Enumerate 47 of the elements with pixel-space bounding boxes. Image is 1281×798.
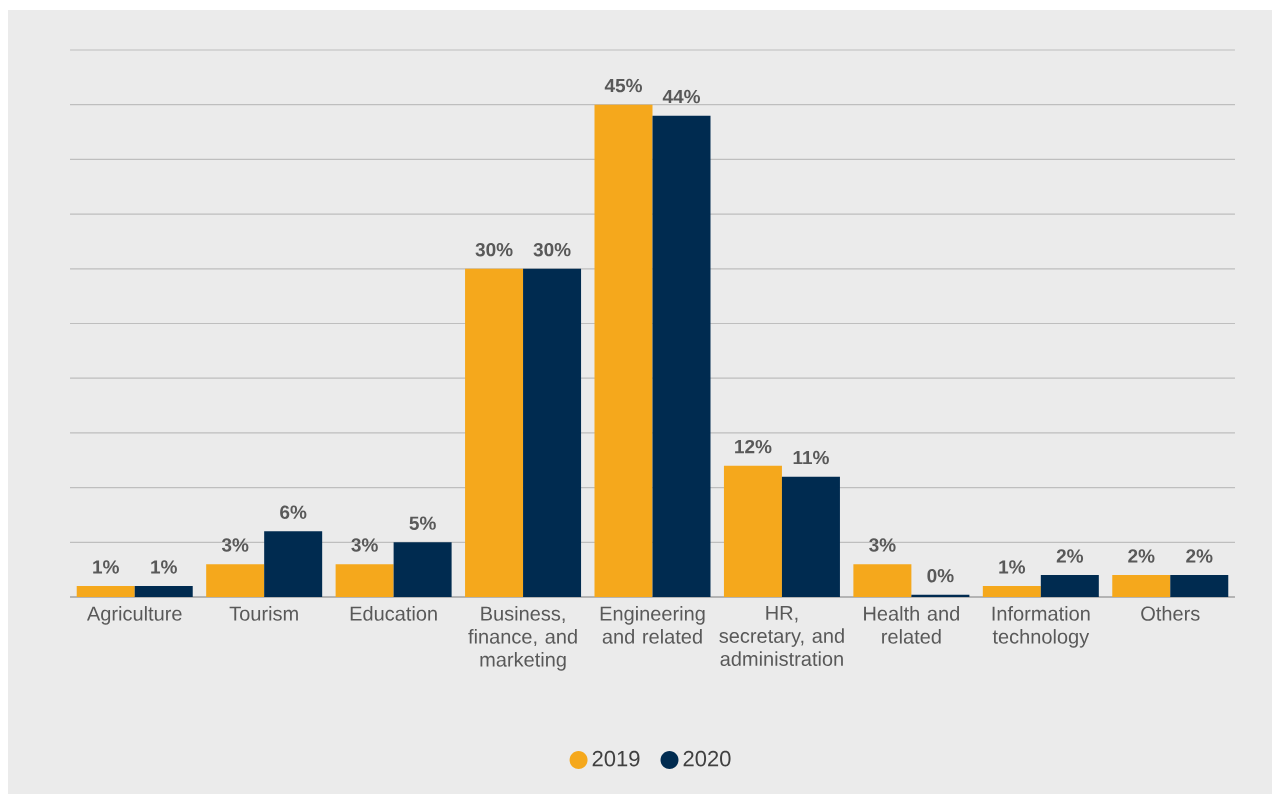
bar <box>134 586 193 597</box>
bar <box>465 268 524 597</box>
x-tick-label: Information technology <box>992 606 1090 648</box>
legend-label: 2019 <box>592 750 640 767</box>
data-label: 11% <box>793 450 829 465</box>
bar <box>1112 575 1171 597</box>
bar <box>652 115 711 597</box>
data-label: 1% <box>151 560 177 574</box>
bar <box>853 564 912 597</box>
data-label: 2% <box>1056 549 1084 563</box>
bar <box>594 104 653 597</box>
x-tick-label: HR, secretary, and administration <box>719 606 844 666</box>
data-label: 30% <box>475 242 513 257</box>
bar <box>982 586 1041 597</box>
x-tick-label: Engineering and related <box>600 606 705 644</box>
bar <box>723 465 782 597</box>
bar <box>393 542 452 597</box>
data-label: 12% <box>735 439 772 454</box>
data-label: 0% <box>927 568 954 583</box>
bar <box>264 531 323 597</box>
bar <box>1170 575 1229 597</box>
data-label: 1% <box>93 560 119 574</box>
data-label: 30% <box>533 242 571 257</box>
data-label: 3% <box>221 538 249 552</box>
data-label: 2% <box>1128 549 1155 563</box>
x-tick-label: Business, finance, and marketing <box>468 606 577 671</box>
data-label: 3% <box>869 538 896 552</box>
data-label: 6% <box>280 505 307 519</box>
bar <box>76 586 135 597</box>
data-label: 44% <box>662 89 701 104</box>
x-tick-label: Tourism <box>229 606 298 621</box>
data-label: 5% <box>409 516 436 530</box>
bar <box>335 564 394 597</box>
x-tick-label: Others <box>1141 606 1200 621</box>
data-label: 1% <box>999 560 1026 574</box>
x-tick-label: Health and related <box>864 606 960 644</box>
data-label: 45% <box>604 78 643 93</box>
x-tick-label: Education <box>350 606 437 621</box>
bar <box>911 594 970 597</box>
x-tick-label: Agriculture <box>86 606 182 625</box>
bar <box>206 564 265 597</box>
bar <box>781 476 840 597</box>
bar <box>523 268 582 597</box>
legend-label: 2020 <box>683 750 731 767</box>
data-label: 2% <box>1186 549 1213 563</box>
data-label: 3% <box>351 538 378 552</box>
bar <box>1040 575 1099 597</box>
